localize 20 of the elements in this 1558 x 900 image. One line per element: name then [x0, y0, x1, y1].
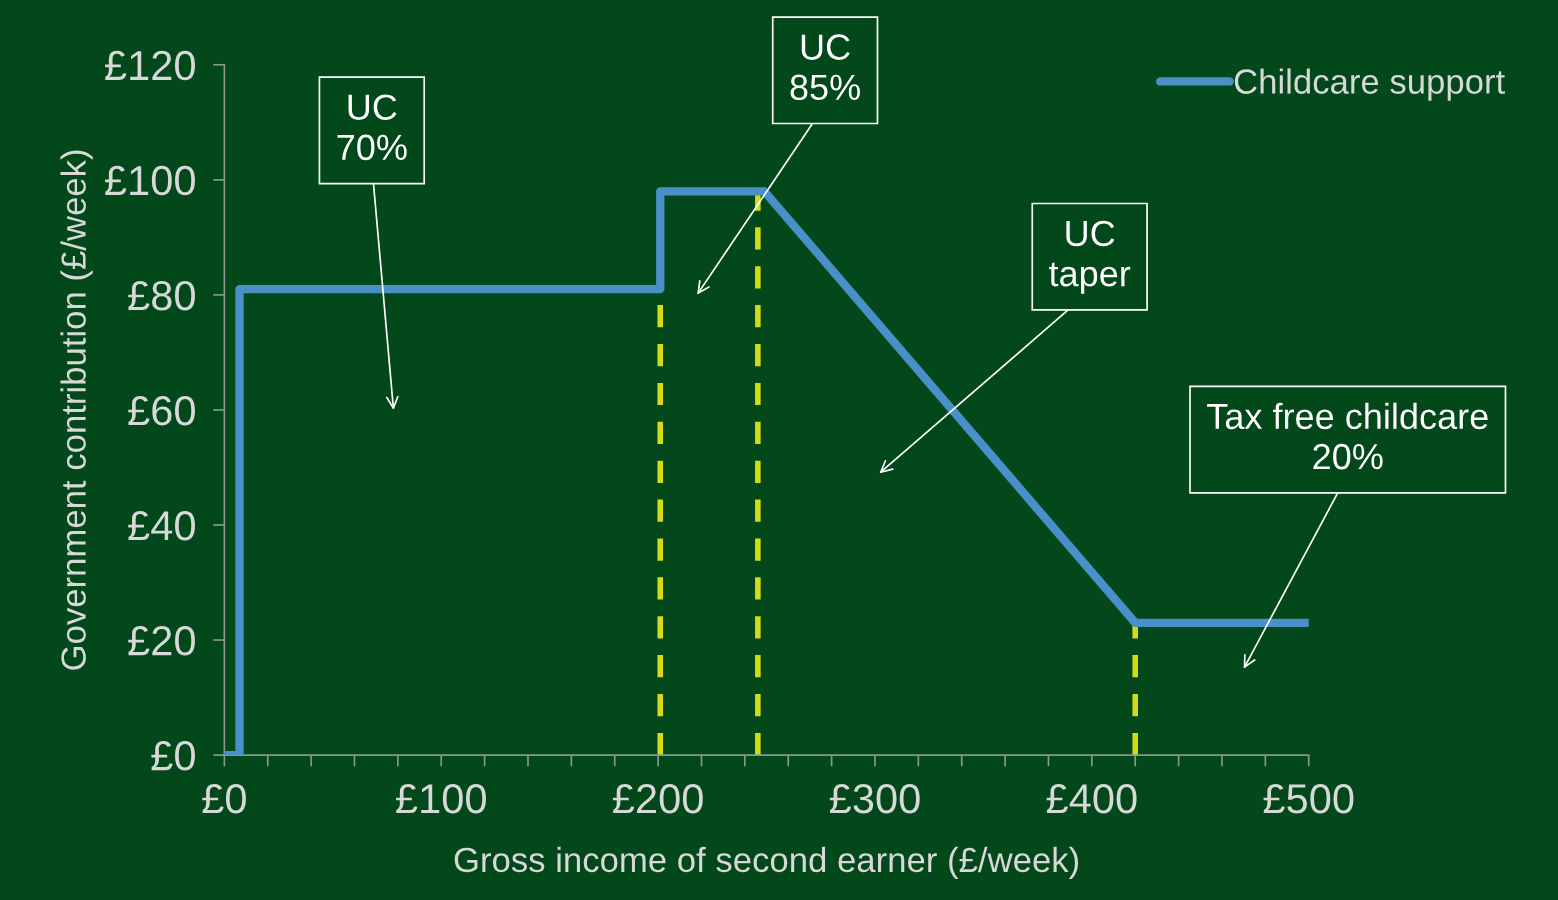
y-tick-label: £20 [128, 626, 195, 656]
x-tick-label: £300 [829, 783, 920, 814]
x-tick-label: £100 [396, 783, 486, 814]
x-tick-label: £200 [612, 783, 703, 814]
legend-label: Childcare support [1234, 68, 1505, 101]
annotation: UC 70% [337, 94, 407, 161]
x-tick-label: £500 [1263, 783, 1354, 814]
annotation: Tax free childcare 20% [1207, 402, 1488, 470]
annotation: UC 85% [790, 34, 860, 101]
x-axis-title: Gross income of second earner (£/week) [454, 846, 1079, 880]
y-axis-title: Government contribution (£/week) [60, 150, 93, 670]
x-tick-label: £400 [1046, 783, 1137, 814]
y-tick-label: £80 [128, 280, 195, 311]
y-tick-label: £120 [105, 50, 195, 81]
y-tick-label: £100 [105, 165, 195, 196]
y-tick-label: £0 [151, 741, 195, 771]
x-tick-label: £0 [202, 783, 246, 814]
y-tick-label: £60 [128, 395, 195, 426]
annotation: UC taper [1049, 220, 1131, 294]
y-tick-label: £40 [128, 511, 195, 541]
